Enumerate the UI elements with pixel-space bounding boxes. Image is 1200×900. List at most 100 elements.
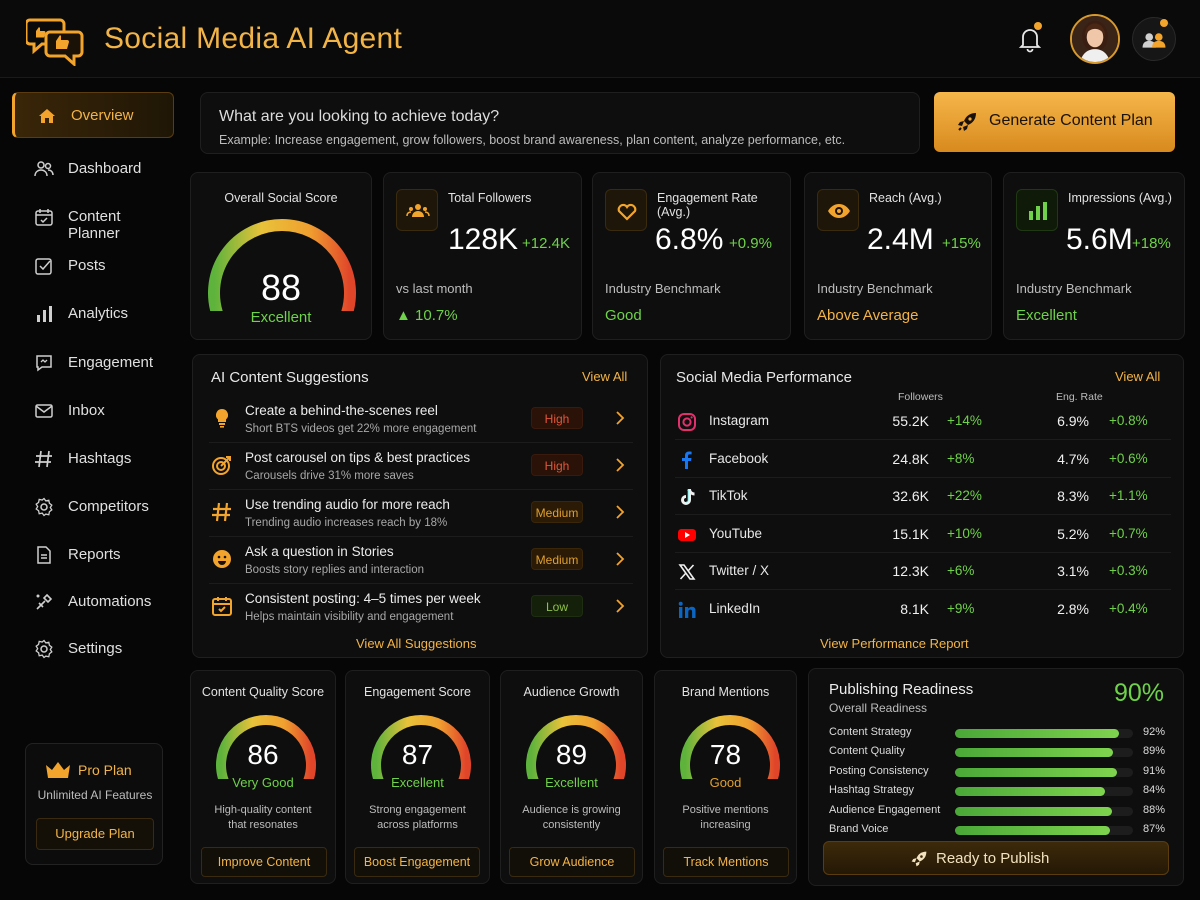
stat-value: 6.8% bbox=[655, 223, 724, 256]
pro-plan-subtitle: Unlimited AI Features bbox=[37, 788, 153, 802]
content-quality-score-card: Content Quality Score 86 Very Good High-… bbox=[190, 670, 336, 884]
facebook-icon bbox=[682, 451, 692, 469]
lightbulb-icon bbox=[215, 408, 229, 428]
platform-row-tiktok[interactable]: TikTok 32.6K +22% 8.3% +1.1% bbox=[675, 477, 1171, 515]
ready-to-publish-label: Ready to Publish bbox=[936, 850, 1050, 867]
chevron-right-icon[interactable] bbox=[613, 503, 627, 521]
stat-icon-box bbox=[817, 189, 859, 231]
readiness-bar-fill bbox=[955, 767, 1117, 777]
sidebar-item-reports[interactable]: Reports bbox=[12, 532, 174, 578]
score-desc-line: Positive mentions bbox=[682, 804, 769, 816]
users-icon bbox=[34, 161, 54, 177]
stat-delta: +15% bbox=[942, 235, 981, 252]
readiness-bar-fill bbox=[955, 748, 1114, 758]
improve-content-button[interactable]: Improve Content bbox=[201, 847, 327, 877]
score-desc-line: consistently bbox=[542, 819, 601, 831]
boost-engagement-button[interactable]: Boost Engagement bbox=[354, 847, 480, 877]
readiness-item-value: 87% bbox=[1143, 823, 1166, 835]
sidebar-item-label: Hashtags bbox=[68, 450, 132, 467]
app-title: Social Media AI Agent bbox=[104, 22, 403, 55]
score-description: High-quality content that resonates bbox=[191, 803, 335, 833]
platform-name: Facebook bbox=[709, 451, 769, 466]
suggestion-item[interactable]: Ask a question in Stories Boosts story r… bbox=[209, 538, 633, 584]
mail-icon bbox=[35, 404, 53, 418]
platform-followers-delta: +10% bbox=[947, 526, 982, 541]
stat-delta: +18% bbox=[1132, 235, 1171, 252]
publishing-readiness-card: Publishing Readiness Overall Readiness 9… bbox=[808, 668, 1184, 886]
goal-input[interactable]: What are you looking to achieve today? E… bbox=[200, 92, 920, 154]
sidebar-item-overview[interactable]: Overview bbox=[12, 92, 174, 138]
readiness-item-name: Brand Voice bbox=[829, 823, 889, 835]
youtube-icon bbox=[678, 529, 696, 541]
platform-eng-delta: +0.3% bbox=[1109, 563, 1148, 578]
suggestion-item[interactable]: Consistent posting: 4–5 times per week H… bbox=[209, 585, 633, 631]
platform-followers: 15.1K bbox=[892, 526, 929, 542]
readiness-bar-fill bbox=[955, 806, 1112, 816]
hashtag-icon bbox=[212, 502, 231, 522]
view-performance-report-link[interactable]: View Performance Report bbox=[820, 636, 969, 651]
notification-bell-icon[interactable] bbox=[1015, 24, 1045, 54]
suggestion-item[interactable]: Post carousel on tips & best practices C… bbox=[209, 444, 633, 490]
sidebar-item-inbox[interactable]: Inbox bbox=[12, 388, 174, 434]
platform-row-facebook[interactable]: Facebook 24.8K +8% 4.7% +0.6% bbox=[675, 440, 1171, 478]
readiness-row: Posting Consistency 91% bbox=[829, 764, 1169, 780]
platform-followers-delta: +14% bbox=[947, 413, 982, 428]
audience-growth-card: Audience Growth 89 Excellent Audience is… bbox=[500, 670, 643, 884]
readiness-bar bbox=[955, 748, 1133, 758]
priority-badge: Medium bbox=[531, 548, 583, 570]
linkedin-icon bbox=[678, 601, 696, 618]
sidebar-item-automations[interactable]: Automations bbox=[12, 579, 174, 625]
generate-content-plan-button[interactable]: Generate Content Plan bbox=[934, 92, 1175, 152]
readiness-item-name: Content Strategy bbox=[829, 726, 912, 738]
bar-chart-icon bbox=[37, 306, 52, 322]
gauge-arc bbox=[680, 715, 780, 779]
chevron-right-icon[interactable] bbox=[613, 456, 627, 474]
overall-score-gauge bbox=[208, 219, 356, 311]
sidebar-item-analytics[interactable]: Analytics bbox=[12, 291, 174, 337]
ready-to-publish-button[interactable]: Ready to Publish bbox=[823, 841, 1169, 875]
suggestion-item[interactable]: Use trending audio for more reach Trendi… bbox=[209, 491, 633, 537]
sidebar-item-content-planner[interactable]: Content Planner bbox=[12, 194, 174, 242]
sidebar-item-dashboard[interactable]: Dashboard bbox=[12, 146, 174, 192]
smiley-icon bbox=[213, 550, 231, 568]
team-button[interactable] bbox=[1132, 17, 1176, 61]
score-desc-line: Audience is growing bbox=[522, 804, 621, 816]
readiness-subtitle: Overall Readiness bbox=[829, 701, 928, 715]
stat-eval: ▲ 10.7% bbox=[396, 307, 458, 324]
chevron-right-icon[interactable] bbox=[613, 597, 627, 615]
suggestion-desc: Helps maintain visibility and engagement bbox=[245, 611, 454, 623]
performance-view-all-link[interactable]: View All bbox=[1115, 369, 1161, 384]
readiness-bar bbox=[955, 787, 1133, 797]
platform-eng-delta: +1.1% bbox=[1109, 488, 1148, 503]
view-all-suggestions-link[interactable]: View All Suggestions bbox=[356, 636, 477, 651]
grow-audience-button[interactable]: Grow Audience bbox=[509, 847, 635, 877]
sidebar-item-label: Competitors bbox=[68, 498, 149, 515]
chevron-right-icon[interactable] bbox=[613, 409, 627, 427]
sidebar-item-competitors[interactable]: Competitors bbox=[12, 484, 174, 530]
upgrade-plan-button[interactable]: Upgrade Plan bbox=[36, 818, 154, 850]
sidebar-item-posts[interactable]: Posts bbox=[12, 243, 174, 289]
platform-row-youtube[interactable]: YouTube 15.1K +10% 5.2% +0.7% bbox=[675, 515, 1171, 553]
gauge-arc bbox=[216, 715, 316, 779]
sidebar-item-engagement[interactable]: Engagement bbox=[12, 340, 174, 386]
chevron-right-icon[interactable] bbox=[613, 550, 627, 568]
track-mentions-button[interactable]: Track Mentions bbox=[663, 847, 789, 877]
sidebar-item-hashtags[interactable]: Hashtags bbox=[12, 436, 174, 482]
platform-row-twitter-x[interactable]: Twitter / X 12.3K +6% 3.1% +0.3% bbox=[675, 552, 1171, 590]
readiness-bar-fill bbox=[955, 729, 1119, 738]
suggestion-desc: Trending audio increases reach by 18% bbox=[245, 517, 448, 529]
suggestion-desc: Boosts story replies and interaction bbox=[245, 564, 424, 576]
platform-row-instagram[interactable]: Instagram 55.2K +14% 6.9% +0.8% bbox=[675, 402, 1171, 440]
sidebar-item-label: Content Planner bbox=[68, 208, 121, 242]
pro-plan-card: Pro Plan Unlimited AI Features Upgrade P… bbox=[25, 743, 163, 865]
sidebar-item-settings[interactable]: Settings bbox=[12, 626, 174, 672]
platform-row-linkedin[interactable]: LinkedIn 8.1K +9% 2.8% +0.4% bbox=[675, 590, 1171, 628]
suggestion-item[interactable]: Create a behind-the-scenes reel Short BT… bbox=[209, 397, 633, 443]
score-desc-line: Strong engagement bbox=[369, 804, 466, 816]
suggestion-title: Create a behind-the-scenes reel bbox=[245, 403, 438, 418]
audience-growth-gauge bbox=[526, 715, 626, 779]
overall-score-title: Overall Social Score bbox=[224, 191, 338, 205]
user-avatar[interactable] bbox=[1070, 14, 1120, 64]
suggestions-view-all-link[interactable]: View All bbox=[582, 369, 628, 384]
priority-badge: Low bbox=[531, 595, 583, 617]
